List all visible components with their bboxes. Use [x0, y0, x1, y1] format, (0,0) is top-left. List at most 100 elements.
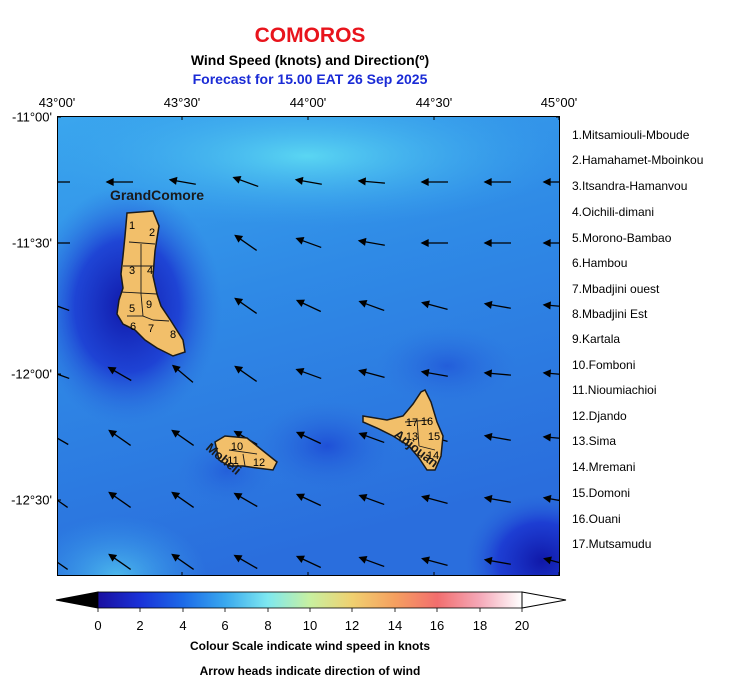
wind-arrow-head: [543, 556, 552, 565]
lon-label-43-30: 43°30': [163, 95, 201, 110]
region-number: 9: [146, 299, 152, 311]
wind-arrow-head: [357, 237, 367, 246]
wind-arrow-head: [542, 177, 551, 187]
legend-item: 3.Itsandra-Hamanvou: [572, 179, 688, 193]
region-number: 8: [170, 329, 176, 341]
wind-arrow-head: [358, 494, 368, 502]
wind-arrow-head: [233, 492, 243, 501]
colorbar-caption: Colour Scale indicate wind speed in knot…: [189, 639, 431, 653]
wind-arrow-head: [421, 300, 430, 309]
wind-arrow-head: [295, 431, 305, 439]
region-number: 14: [427, 450, 439, 462]
lon-label-44-00: 44°00': [289, 95, 327, 110]
region-number: 13: [406, 431, 418, 443]
wind-arrow-head: [171, 491, 181, 500]
wind-arrow-head: [294, 176, 304, 185]
region-number: 5: [129, 303, 135, 315]
legend-item: 15.Domoni: [572, 486, 631, 500]
colorbar-tick: 8: [264, 618, 272, 633]
region-number: 11: [227, 455, 238, 467]
wind-arrow-head: [295, 299, 305, 307]
wind-arrow: [57, 499, 69, 508]
legend-item: 17.Mutsamudu: [572, 537, 652, 551]
wind-arrow: [57, 437, 69, 446]
legend-item: 6.Hambou: [572, 256, 628, 270]
legend-item: 12.Djando: [572, 409, 627, 423]
island-grande-comore: [116, 210, 186, 357]
wind-arrow-head: [233, 554, 243, 563]
colorbar-tick: 2: [136, 618, 144, 633]
region-number: 17: [406, 417, 418, 429]
region-number: 16: [421, 416, 433, 428]
map-subtitle: Wind Speed (knots) and Direction(º): [190, 52, 430, 68]
wind-arrow: [57, 373, 70, 380]
wind-arrow-head: [483, 556, 493, 565]
legend-item: 5.Morono-Bambao: [572, 231, 672, 245]
region-number: 6: [130, 321, 136, 333]
region-number: 7: [148, 323, 154, 335]
region-number: 4: [147, 265, 153, 277]
label-grand-comore: GrandComore: [110, 187, 204, 203]
wind-arrow-head: [483, 369, 493, 378]
region-number: 12: [253, 457, 265, 469]
colorbar-tick: 0: [94, 618, 102, 633]
legend-item: 11.Nioumiachioi: [572, 383, 657, 397]
legend-item: 9.Kartala: [572, 332, 621, 346]
region-number: 2: [149, 227, 155, 239]
wind-arrow-head: [171, 364, 181, 374]
wind-arrow-head: [295, 493, 305, 501]
legend-item: 10.Fomboni: [572, 358, 636, 372]
wind-arrow-head: [105, 177, 114, 187]
wind-arrow-head: [420, 368, 430, 377]
wind-arrow-head: [358, 432, 368, 440]
lat-label-11-30: -11°30': [12, 235, 52, 251]
wind-arrow-head: [357, 177, 367, 186]
lon-label-45-00: 45°00': [540, 95, 578, 110]
colorbar-tick: 14: [387, 618, 403, 633]
legend-item: 2.Hamahamet-Mboinkou: [572, 153, 704, 167]
wind-arrow-head: [483, 300, 493, 309]
map-title: COMOROS: [254, 24, 366, 47]
wind-arrow-head: [232, 176, 242, 184]
wind-arrow-head: [542, 433, 552, 442]
region-number: 3: [129, 265, 135, 277]
colorbar-tick: 6: [221, 618, 229, 633]
lat-label-12-30: -12°30': [11, 492, 52, 508]
wind-arrow-head: [542, 238, 551, 248]
wind-arrow-head: [358, 300, 368, 308]
colorbar-tick: 18: [472, 618, 488, 633]
legend-item: 4.Oichili-dimani: [572, 205, 655, 219]
wind-arrow-head: [234, 365, 244, 374]
forecast-time: Forecast for 15.00 EAT 26 Sep 2025: [192, 71, 428, 87]
colorbar-tick: 16: [429, 618, 445, 633]
wind-arrow-head: [483, 494, 493, 503]
lon-label-43-00: 43°00': [38, 95, 76, 110]
colorbar-tick: 4: [179, 618, 187, 633]
legend-item: 7.Mbadjini ouest: [572, 282, 660, 296]
legend-item: 13.Sima: [572, 434, 617, 448]
colorbar-tick: 12: [344, 618, 360, 633]
wind-arrow-head: [542, 369, 552, 378]
lat-label-12-00: -12°00': [11, 366, 52, 382]
wind-arrow-head: [108, 429, 118, 438]
wind-arrow-head: [171, 429, 181, 438]
region-number: 10: [231, 441, 243, 453]
island-anjouan: [362, 388, 444, 471]
legend-item: 16.Ouani: [572, 512, 621, 526]
wind-arrow-head: [234, 297, 244, 306]
wind-arrow-head: [420, 238, 429, 248]
wind-arrow-head: [542, 494, 552, 503]
lat-label-11-00: -11°00': [12, 109, 52, 125]
wind-arrow-head: [295, 555, 305, 563]
wind-arrow-head: [108, 491, 118, 500]
wind-arrow-head: [108, 553, 118, 562]
wind-arrow-head: [233, 430, 243, 439]
wind-arrow-head: [483, 238, 492, 248]
wind-arrow-head: [295, 237, 305, 245]
wind-arrow-head: [171, 553, 181, 562]
wind-arrow: [57, 561, 69, 570]
wind-arrow-head: [107, 366, 117, 375]
region-number: 15: [428, 431, 440, 443]
wind-arrow-head: [420, 177, 429, 187]
wind-arrow-head: [358, 556, 368, 564]
